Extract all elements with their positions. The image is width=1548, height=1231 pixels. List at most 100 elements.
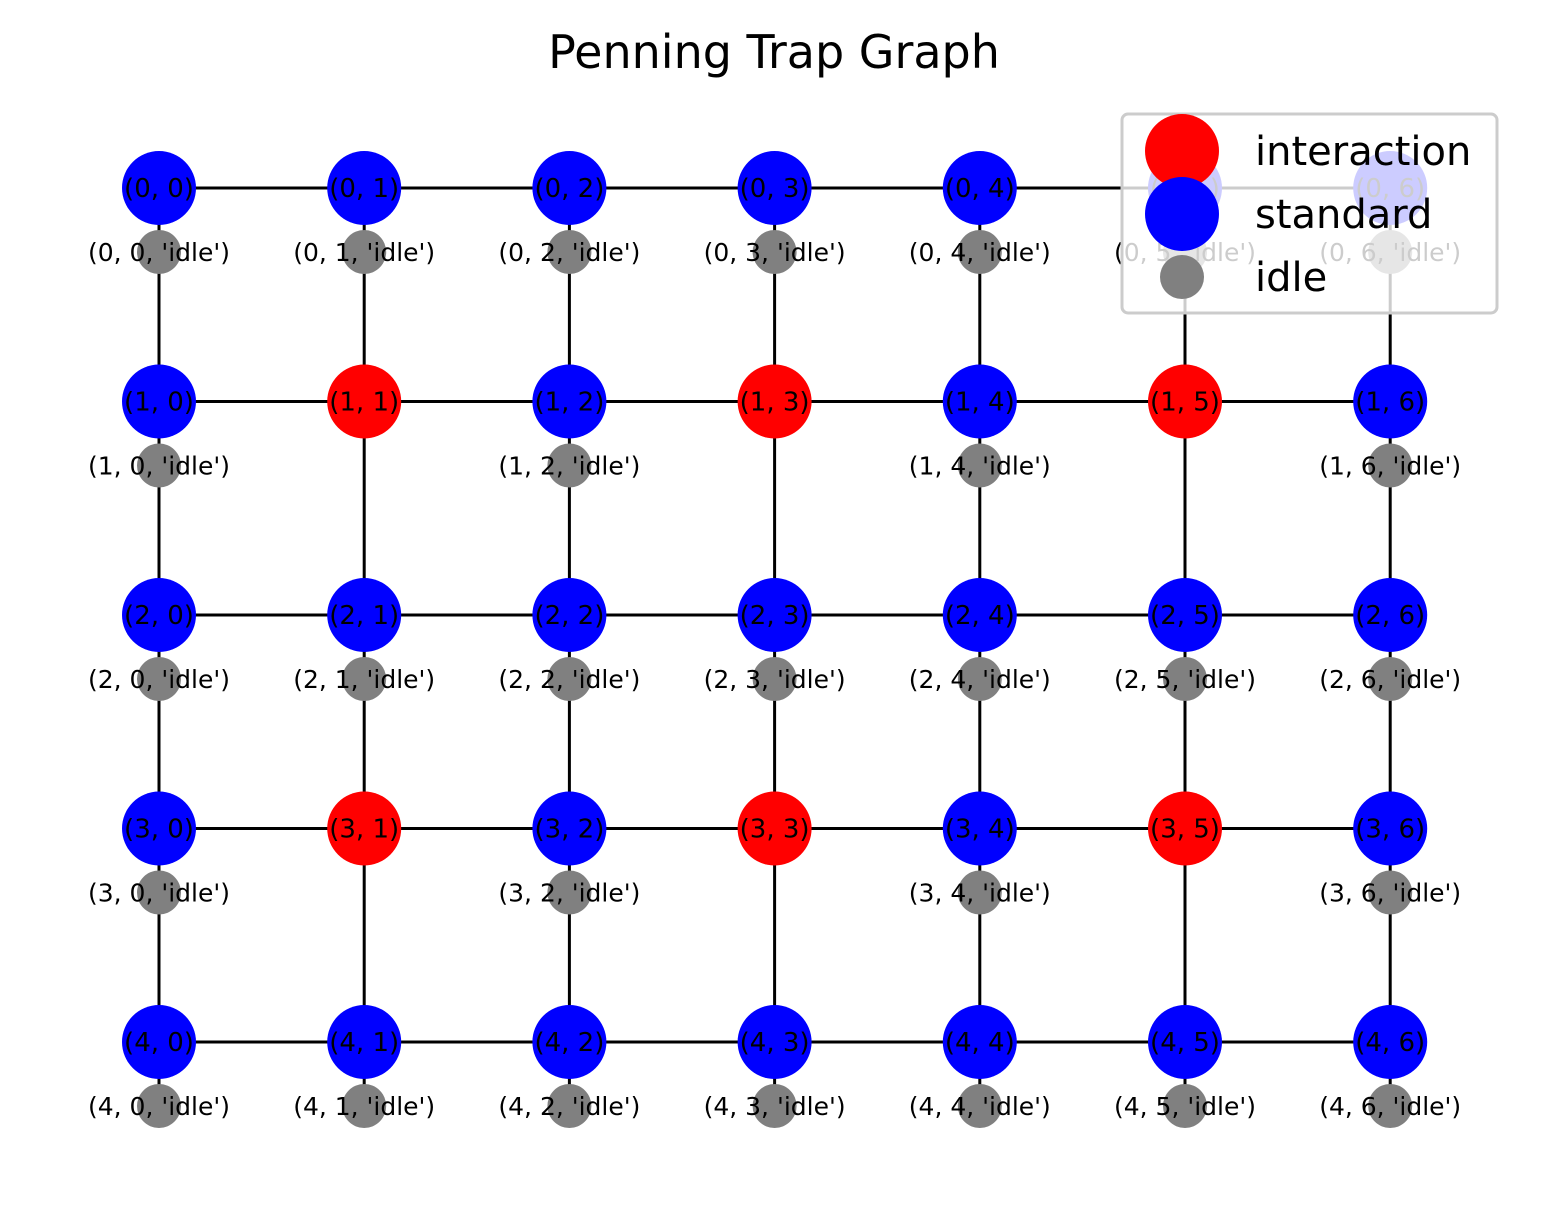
node-label: (3, 0): [124, 815, 194, 845]
idle-node: [342, 1084, 387, 1128]
idle-node: [547, 1084, 592, 1128]
standard-node: [1353, 364, 1428, 439]
node-label: (3, 4): [945, 815, 1015, 845]
idle-node: [752, 230, 797, 274]
node-label: (0, 2): [534, 174, 604, 204]
node-label: (4, 6): [1355, 1028, 1425, 1058]
idle-node-label: (0, 3, 'idle'): [704, 238, 846, 267]
node-label: (3, 3): [740, 815, 810, 845]
node-label: (4, 3): [740, 1028, 810, 1058]
node-label: (4, 1): [329, 1028, 399, 1058]
standard-node: [122, 364, 196, 439]
idle-node: [1368, 1084, 1413, 1128]
idle-node: [957, 443, 1002, 488]
idle-node-label: (4, 4, 'idle'): [909, 1092, 1051, 1121]
node-label: (1, 4): [945, 388, 1015, 418]
node-label: (2, 2): [534, 601, 604, 631]
legend-label-standard: standard: [1255, 192, 1432, 238]
interaction-node: [327, 791, 402, 866]
idle-node: [547, 870, 592, 915]
idle-node-label: (1, 4, 'idle'): [909, 452, 1051, 481]
idle-node: [547, 443, 592, 488]
labels-layer: (0, 0)(0, 1)(0, 2)(0, 3)(0, 4)(0, 5)(0, …: [88, 174, 1461, 1121]
node-label: (3, 1): [329, 815, 399, 845]
idle-node-label: (2, 4, 'idle'): [909, 665, 1051, 694]
idle-node-label: (1, 2, 'idle'): [498, 452, 640, 481]
idle-nodes-layer: [137, 230, 1413, 1128]
idle-node: [752, 657, 797, 701]
idle-node: [1368, 443, 1413, 488]
idle-node-label: (4, 1, 'idle'): [293, 1092, 435, 1121]
standard-node: [942, 791, 1017, 866]
standard-node: [532, 151, 607, 225]
idle-node-label: (3, 2, 'idle'): [498, 879, 640, 908]
idle-node-label: (3, 6, 'idle'): [1319, 879, 1461, 908]
standard-node: [532, 1005, 607, 1079]
idle-node-label: (4, 6, 'idle'): [1319, 1092, 1461, 1121]
standard-node: [122, 1005, 196, 1079]
idle-node: [1368, 657, 1413, 701]
node-label: (0, 4): [945, 174, 1015, 204]
idle-node: [342, 230, 387, 274]
idle-node-label: (2, 1, 'idle'): [293, 665, 435, 694]
standard-node: [942, 1005, 1017, 1079]
standard-node: [1353, 578, 1428, 652]
idle-node: [547, 657, 592, 701]
idle-node-label: (2, 5, 'idle'): [1114, 665, 1256, 694]
legend-marker-interaction: [1145, 114, 1219, 188]
node-label: (1, 5): [1150, 388, 1220, 418]
standard-node: [737, 1005, 812, 1079]
standard-node: [122, 151, 196, 225]
node-label: (2, 0): [124, 601, 194, 631]
standard-node: [737, 151, 812, 225]
standard-node: [1353, 791, 1428, 866]
node-label: (4, 2): [534, 1028, 604, 1058]
idle-node-label: (4, 0, 'idle'): [88, 1092, 230, 1121]
node-label: (2, 5): [1150, 601, 1220, 631]
interaction-node: [737, 364, 812, 439]
node-label: (4, 5): [1150, 1028, 1220, 1058]
standard-node: [1148, 578, 1222, 652]
idle-node-label: (3, 4, 'idle'): [909, 879, 1051, 908]
node-label: (0, 0): [124, 174, 194, 204]
node-label: (2, 4): [945, 601, 1015, 631]
idle-node: [137, 870, 181, 915]
node-label: (4, 0): [124, 1028, 194, 1058]
legend-marker-standard: [1145, 177, 1219, 251]
node-label: (0, 1): [329, 174, 399, 204]
standard-node: [327, 151, 402, 225]
idle-node: [547, 230, 592, 274]
idle-node: [957, 657, 1002, 701]
standard-node: [532, 578, 607, 652]
standard-node: [122, 578, 196, 652]
interaction-node: [1148, 791, 1222, 866]
idle-node-label: (0, 2, 'idle'): [498, 238, 640, 267]
standard-node: [942, 364, 1017, 439]
idle-node: [1368, 870, 1413, 915]
interaction-node: [1148, 364, 1222, 439]
node-label: (2, 6): [1355, 601, 1425, 631]
standard-node: [327, 1005, 402, 1079]
node-label: (1, 1): [329, 388, 399, 418]
interaction-node: [737, 791, 812, 866]
idle-node: [957, 870, 1002, 915]
idle-node: [137, 443, 181, 488]
standard-node: [1353, 1005, 1428, 1079]
node-label: (3, 5): [1150, 815, 1220, 845]
idle-node: [1163, 657, 1207, 701]
interaction-node: [327, 364, 402, 439]
node-label: (3, 2): [534, 815, 604, 845]
standard-node: [942, 151, 1017, 225]
idle-node-label: (0, 4, 'idle'): [909, 238, 1051, 267]
legend-label-idle: idle: [1255, 255, 1327, 301]
node-label: (0, 3): [740, 174, 810, 204]
idle-node-label: (2, 6, 'idle'): [1319, 665, 1461, 694]
legend: interaction standard idle: [1120, 112, 1499, 315]
node-label: (1, 0): [124, 388, 194, 418]
standard-node: [327, 578, 402, 652]
standard-node: [737, 578, 812, 652]
node-label: (4, 4): [945, 1028, 1015, 1058]
standard-node: [1148, 1005, 1222, 1079]
idle-node: [137, 230, 181, 274]
